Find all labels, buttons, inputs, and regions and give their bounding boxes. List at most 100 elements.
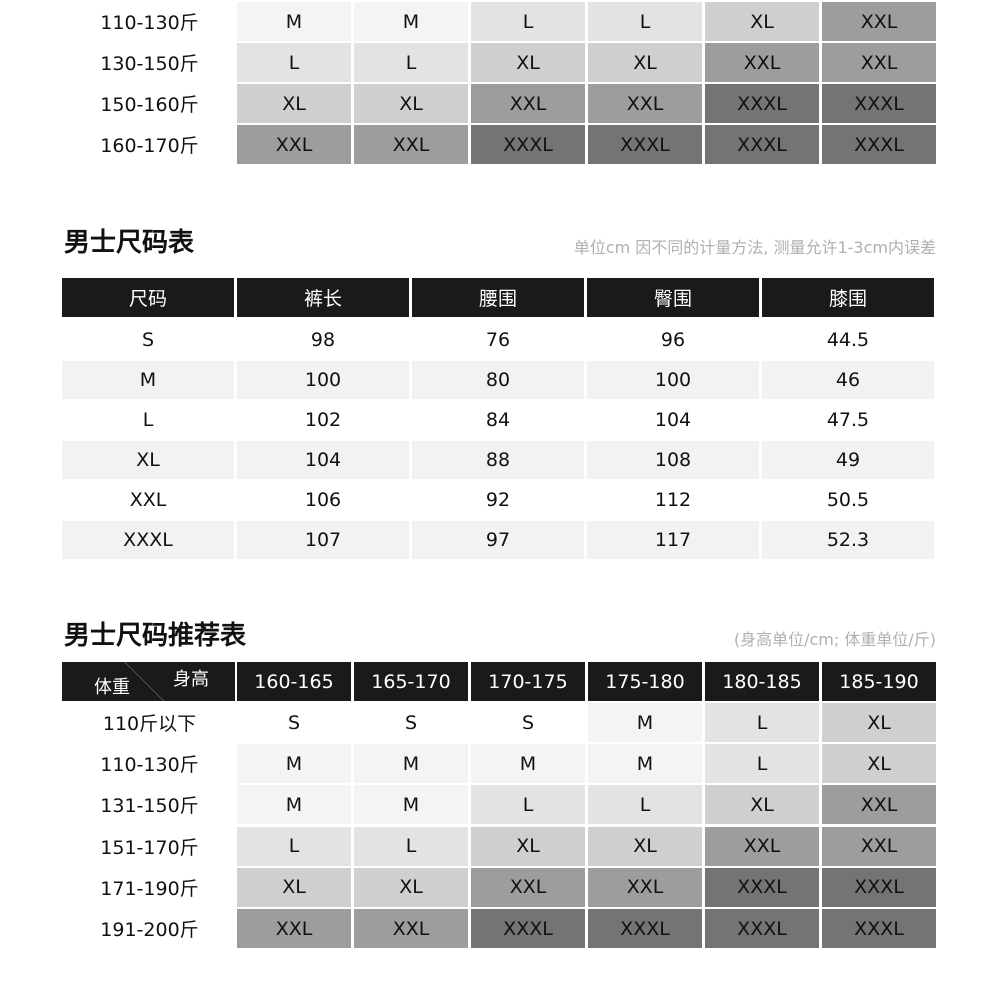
size-cell: XXXL	[705, 867, 819, 907]
column-header: 膝围	[762, 278, 934, 317]
size-cell: L	[354, 826, 468, 866]
table-cell: L	[62, 401, 234, 439]
size-cell: M	[237, 785, 351, 825]
size-cell: M	[588, 703, 702, 742]
size-cell: XXL	[822, 2, 936, 41]
table-cell: 117	[587, 521, 759, 559]
row-label: 171-190斤	[100, 877, 199, 900]
size-cell: L	[471, 2, 585, 41]
size-cell: XXL	[237, 909, 351, 948]
table-cell: 112	[587, 481, 759, 519]
table-cell: 96	[587, 321, 759, 359]
size-chart-title: 男士尺码表	[64, 228, 195, 258]
size-cell: XL	[822, 744, 936, 784]
size-cell: XXL	[705, 43, 819, 82]
row-label: 110-130斤	[100, 12, 199, 34]
size-cell: XXL	[354, 909, 468, 948]
size-cell: XL	[822, 703, 936, 742]
table-cell: 76	[412, 321, 584, 359]
size-cell: XXL	[471, 84, 585, 123]
size-cell: XXL	[354, 125, 468, 164]
column-header: 165-170	[354, 662, 468, 701]
row-label: 110-130斤	[100, 754, 199, 777]
column-header: 170-175	[471, 662, 585, 701]
corner-height-label: 身高	[173, 669, 209, 690]
size-cell: XXL	[822, 785, 936, 825]
column-header: 腰围	[412, 278, 584, 317]
size-cell: XXXL	[588, 909, 702, 948]
table-cell: 97	[412, 521, 584, 559]
table-cell: S	[62, 321, 234, 359]
table-cell: 100	[587, 361, 759, 399]
corner-header: 体重 身高	[62, 662, 235, 701]
size-cell: XXL	[471, 867, 585, 907]
table-cell: 98	[237, 321, 409, 359]
table-cell: XXXL	[62, 521, 234, 559]
size-cell: XXL	[705, 826, 819, 866]
size-cell: XL	[705, 2, 819, 41]
size-cell: L	[705, 744, 819, 784]
size-cell: XXXL	[705, 909, 819, 948]
size-cell: M	[588, 744, 702, 784]
size-cell: M	[237, 2, 351, 41]
size-cell: XL	[588, 43, 702, 82]
table-cell: 46	[762, 361, 934, 399]
size-cell: M	[237, 744, 351, 784]
table-cell: XXL	[62, 481, 234, 519]
column-header: 臀围	[587, 278, 759, 317]
table-cell: 104	[587, 401, 759, 439]
row-label: 150-160斤	[100, 94, 199, 116]
table-cell: 102	[237, 401, 409, 439]
size-cell: XXXL	[471, 125, 585, 164]
column-header: 裤长	[237, 278, 409, 317]
size-cell: XL	[237, 867, 351, 907]
table-cell: 47.5	[762, 401, 934, 439]
column-header: 185-190	[822, 662, 936, 701]
size-cell: XXL	[237, 125, 351, 164]
row-label: 131-150斤	[100, 795, 199, 818]
table-cell: 52.3	[762, 521, 934, 559]
table-cell: 92	[412, 481, 584, 519]
size-cell: M	[354, 785, 468, 825]
size-cell: XXXL	[822, 84, 936, 123]
corner-weight-label: 体重	[94, 677, 130, 698]
recommend-note: (身高单位/cm; 体重单位/斤)	[733, 630, 936, 649]
size-cell: S	[354, 703, 468, 742]
size-cell: XL	[354, 84, 468, 123]
size-cell: L	[237, 43, 351, 82]
row-label: 110斤以下	[102, 713, 197, 735]
size-cell: XL	[588, 826, 702, 866]
size-cell: XXXL	[822, 125, 936, 164]
table-cell: 100	[237, 361, 409, 399]
size-cell: XXL	[588, 84, 702, 123]
size-cell: XXXL	[705, 84, 819, 123]
size-cell: S	[471, 703, 585, 742]
table-cell: 88	[412, 441, 584, 479]
size-chart-note: 单位cm 因不同的计量方法, 测量允许1-3cm内误差	[573, 238, 936, 257]
size-cell: M	[354, 744, 468, 784]
size-cell: XL	[354, 867, 468, 907]
size-cell: XL	[237, 84, 351, 123]
size-cell: XL	[471, 826, 585, 866]
table-cell: M	[62, 361, 234, 399]
size-cell: XXXL	[822, 909, 936, 948]
size-cell: M	[471, 744, 585, 784]
column-header: 180-185	[705, 662, 819, 701]
size-cell: S	[237, 703, 351, 742]
table-cell: 50.5	[762, 481, 934, 519]
row-label: 191-200斤	[100, 919, 199, 941]
recommend-title: 男士尺码推荐表	[64, 621, 247, 651]
table-cell: 104	[237, 441, 409, 479]
size-cell: L	[588, 2, 702, 41]
diagonal-divider	[124, 662, 169, 701]
table-cell: 44.5	[762, 321, 934, 359]
size-cell: XXXL	[705, 125, 819, 164]
table-cell: 108	[587, 441, 759, 479]
column-header: 160-165	[237, 662, 351, 701]
table-cell: 80	[412, 361, 584, 399]
size-cell: L	[471, 785, 585, 825]
table-cell: XL	[62, 441, 234, 479]
size-cell: XXL	[822, 826, 936, 866]
size-cell: M	[354, 2, 468, 41]
size-cell: XXL	[822, 43, 936, 82]
